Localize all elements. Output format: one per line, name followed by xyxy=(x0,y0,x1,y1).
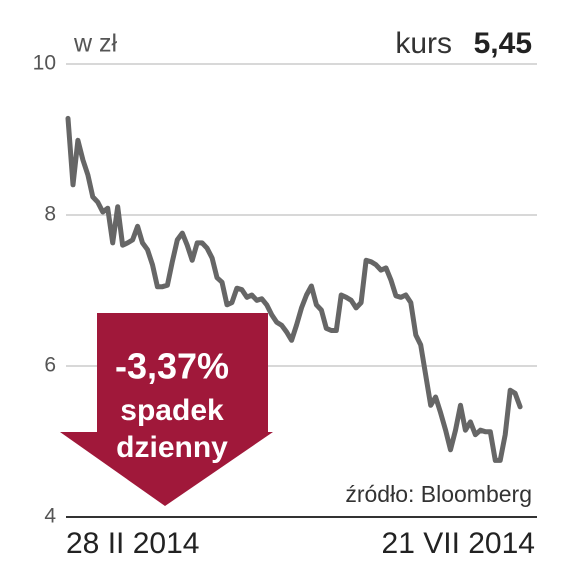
source-note: źródło: Bloomberg xyxy=(345,481,532,507)
y-tick-label: 6 xyxy=(44,354,56,377)
price-label: kurs xyxy=(395,27,452,60)
unit-label: w zł xyxy=(73,30,118,58)
price-value: 5,45 xyxy=(474,27,532,60)
y-tick-label: 10 xyxy=(33,52,56,75)
x-tick-label: 28 II 2014 xyxy=(66,527,199,560)
annotation-text: dzienny xyxy=(116,431,228,464)
y-tick-label: 8 xyxy=(44,203,56,226)
annotation-change: -3,37% xyxy=(115,346,229,387)
x-tick-label: 21 VII 2014 xyxy=(382,527,535,560)
annotation-text: spadek xyxy=(120,394,224,427)
y-tick-label: 4 xyxy=(44,505,56,528)
plot: 4 6 8 10 28 II 2014 21 VII 2014 xyxy=(33,52,537,560)
price-line xyxy=(65,115,523,463)
drop-arrow xyxy=(60,313,273,506)
